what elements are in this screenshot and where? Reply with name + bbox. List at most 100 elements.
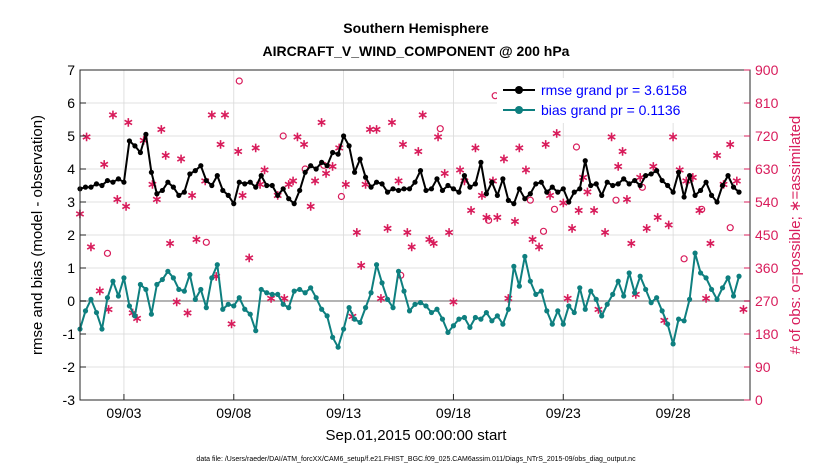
bias-data-point [121,275,127,281]
obs-assimilated-marker: ∗ [626,235,637,250]
obs-possible-marker [539,227,548,235]
obs-assimilated-marker: ∗ [606,129,617,144]
y-tick-label: 3 [67,194,75,210]
rmse-data-point [719,182,726,189]
bias-data-point [165,268,171,274]
rmse-data-point [626,181,632,187]
obs-assimilated-marker: ∗ [527,232,538,247]
bias-data-point [390,305,396,311]
obs-assimilated-marker: ∗ [123,114,134,129]
bias-data-point [626,270,632,276]
obs-assimilated-marker: ∗ [428,235,439,250]
bias-data-point [225,301,231,307]
obs-assimilated-marker: ∗ [738,301,749,316]
rmse-data-point [549,184,555,190]
rmse-data-point [697,187,704,194]
rmse-data-point [379,181,385,187]
bias-data-point [236,295,242,301]
bias-data-point [341,326,347,332]
obs-possible-marker [484,216,493,224]
obs-assimilated-marker: ∗ [237,188,248,203]
bias-data-point [708,286,715,293]
obs-assimilated-marker: ∗ [534,239,545,254]
bias-data-point [384,296,391,302]
obs-assimilated-marker: ∗ [340,177,351,192]
rmse-data-point [560,186,566,192]
bias-data-point [544,308,550,314]
x-tick-label: 09/18 [436,405,471,421]
bias-data-point [461,314,468,321]
bias-data-point [654,295,660,301]
obs-assimilated-marker: ∗ [266,290,277,305]
bias-data-point [280,301,286,307]
rmse-data-point [692,192,698,198]
rmse-data-point [461,173,468,179]
bias-data-point [104,295,111,301]
rmse-data-point [308,163,314,169]
obs-assimilated-marker: ∗ [701,290,712,305]
legend-box [497,78,742,123]
rmse-data-point [390,186,396,192]
bias-data-point [527,278,533,284]
obs-assimilated-marker: ∗ [356,257,367,272]
obs-assimilated-marker: ∗ [250,140,261,155]
bias-data-point [330,334,336,340]
x-tick-label: 09/28 [656,405,691,421]
obs-assimilated-marker: ∗ [731,173,742,188]
y-tick-label: 1 [67,260,75,276]
obs-assimilated-marker: ∗ [725,136,736,151]
bias-data-point [681,318,687,324]
bias-data-point [170,275,176,281]
data-file-footnote: data file: /Users/raeder/DAI/ATM_forcXX/… [196,456,636,463]
bias-data-point [159,276,165,283]
rmse-data-point [242,181,248,187]
obs-assimilated-marker: ∗ [215,136,226,151]
bias-data-point [714,296,720,302]
obs-assimilated-marker: ∗ [705,235,716,250]
y-right-tick-label: 540 [755,194,779,210]
bias-data-point [362,305,369,311]
bias-data-point [297,286,303,293]
rmse-data-point [231,201,237,207]
bias-data-point [533,291,539,297]
obs-assimilated-marker: ∗ [455,162,466,177]
bias-data-point [220,306,226,312]
obs-possible-marker [572,143,581,151]
obs-possible-marker [235,77,243,85]
obs-assimilated-marker: ∗ [424,232,435,247]
bias-data-point [335,344,341,350]
obs-assimilated-marker: ∗ [681,173,692,188]
obs-assimilated-marker: ∗ [81,129,92,144]
obs-assimilated-marker: ∗ [279,290,290,305]
bias-data-point [401,288,407,294]
bias-data-point [445,329,451,335]
y-tick-label: 0 [67,293,75,309]
bias-data-point [632,290,638,296]
bias-data-point [483,309,489,316]
obs-assimilated-marker: ∗ [103,301,114,316]
y-right-tick-label: 630 [755,161,779,177]
rmse-data-point [154,191,160,197]
y-tick-label: 2 [67,227,75,243]
rmse-data-point [516,186,522,192]
rmse-data-point [132,143,138,149]
rmse-data-point [115,176,122,182]
bias-data-point [357,319,363,326]
bias-data-point [615,278,621,284]
bias-data-point [351,316,358,322]
rmse-data-point [176,192,182,198]
obs-assimilated-marker: ∗ [259,162,270,177]
rmse-data-point [434,176,440,182]
y-axis-label: rmse and bias (model - observation) [29,115,46,355]
y-tick-label: -2 [63,359,76,375]
obs-assimilated-marker: ∗ [365,122,376,137]
rmse-data-point [170,184,176,190]
bias-data-point [209,275,215,281]
obs-assimilated-marker: ∗ [316,114,327,129]
x-tick-label: 09/03 [106,405,141,421]
rmse-data-point [335,151,341,157]
bias-data-point [308,285,314,291]
obs-assimilated-marker: ∗ [375,290,386,305]
obs-assimilated-marker: ∗ [562,290,573,305]
bias-data-point [373,262,380,268]
